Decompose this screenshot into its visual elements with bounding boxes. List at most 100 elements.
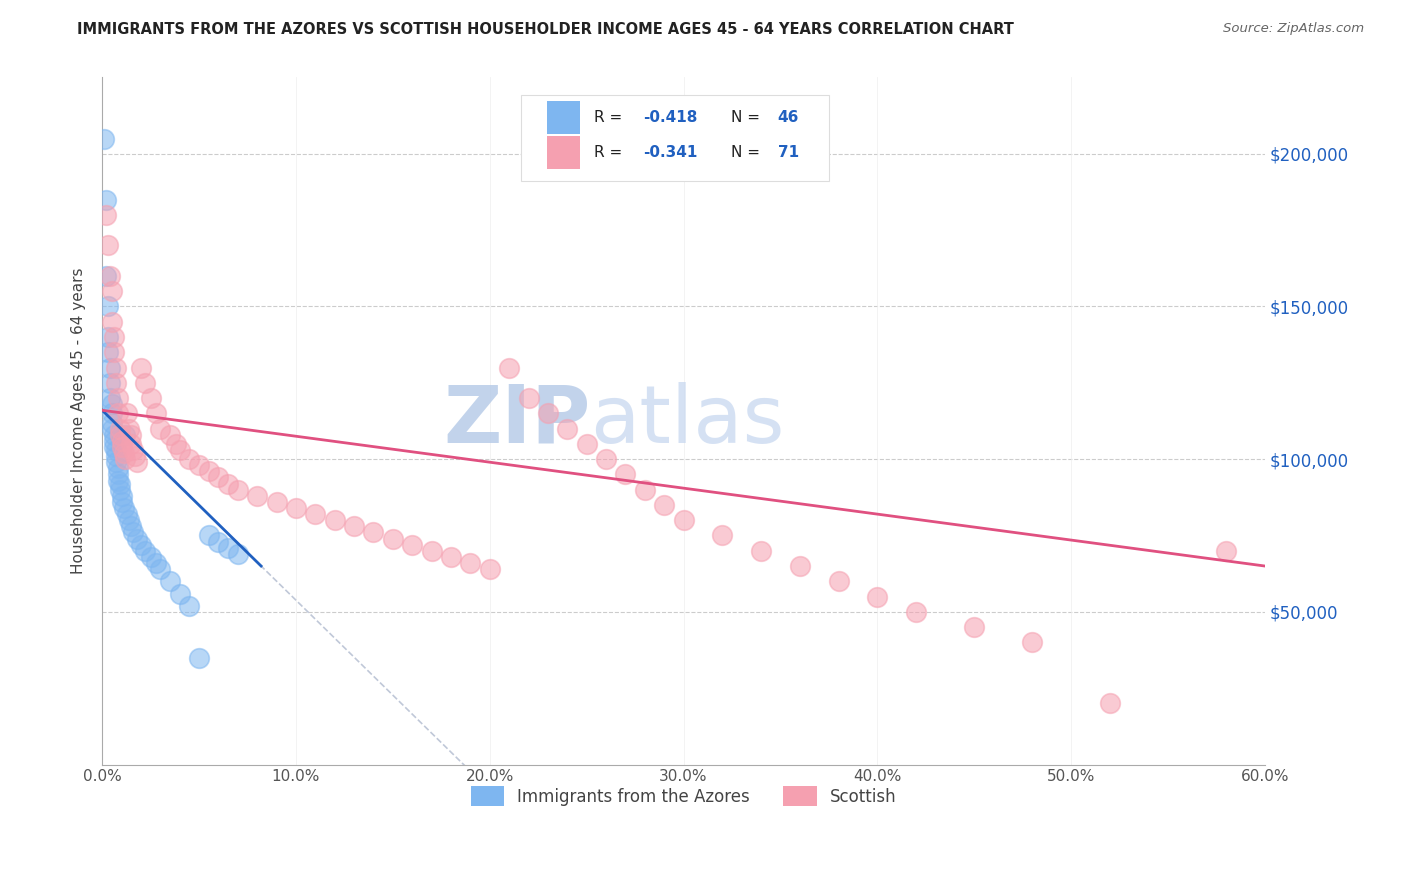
Point (101, 397, 124, 411)
Point (103, 440, 125, 454)
Point (101, 315, 124, 329)
Point (634, 483, 657, 497)
Point (304, 507, 326, 521)
Text: -0.418: -0.418 (643, 110, 697, 125)
Point (117, 406, 139, 420)
Point (110, 440, 132, 454)
Point (114, 427, 136, 442)
Point (98, 391, 121, 405)
Point (112, 446, 135, 460)
Point (266, 495, 288, 509)
Point (120, 427, 142, 442)
Point (129, 360, 152, 375)
Point (104, 442, 127, 457)
Point (112, 501, 135, 516)
Point (905, 605, 928, 619)
Point (381, 532, 404, 546)
Point (103, 427, 125, 442)
Point (188, 458, 211, 473)
Point (98, 268, 121, 283)
Point (1098, 697, 1121, 711)
Point (1215, 543, 1237, 558)
FancyBboxPatch shape (547, 136, 581, 169)
Point (98, 376, 121, 390)
Point (124, 449, 146, 463)
Point (117, 507, 139, 521)
Point (98, 360, 121, 375)
Text: IMMIGRANTS FROM THE AZORES VS SCOTTISH HOUSEHOLDER INCOME AGES 45 - 64 YEARS COR: IMMIGRANTS FROM THE AZORES VS SCOTTISH H… (77, 22, 1014, 37)
Text: N =: N = (731, 110, 765, 125)
Point (108, 483, 131, 497)
Point (104, 360, 127, 375)
Point (420, 543, 443, 558)
Point (614, 467, 637, 482)
Point (103, 434, 125, 448)
Point (866, 590, 889, 604)
Point (118, 513, 141, 527)
Point (108, 427, 131, 442)
Point (285, 501, 308, 516)
Text: R =: R = (593, 110, 627, 125)
Point (179, 452, 201, 467)
Point (107, 406, 129, 420)
Point (108, 476, 131, 491)
Point (108, 422, 131, 436)
Point (517, 391, 540, 405)
Point (120, 437, 142, 451)
Point (226, 547, 249, 561)
Point (120, 519, 142, 533)
Point (652, 498, 675, 512)
Point (555, 422, 578, 436)
Point (101, 406, 124, 420)
Text: -0.341: -0.341 (643, 145, 697, 161)
Point (1021, 635, 1043, 649)
Point (103, 330, 125, 344)
Text: atlas: atlas (591, 382, 785, 460)
Point (789, 559, 811, 574)
Point (101, 416, 124, 430)
Point (97, 238, 120, 252)
Point (226, 483, 249, 497)
Point (107, 391, 129, 405)
Point (323, 513, 346, 527)
Point (575, 437, 598, 451)
Point (97, 300, 120, 314)
Point (103, 345, 125, 359)
Point (537, 406, 560, 420)
Point (97, 330, 120, 344)
Point (127, 455, 149, 469)
Point (711, 528, 734, 542)
Point (145, 556, 167, 570)
Point (827, 574, 849, 589)
Point (110, 434, 132, 448)
Point (207, 470, 229, 484)
Point (94, 193, 117, 207)
Point (217, 476, 239, 491)
Point (122, 442, 145, 457)
Text: ZIP: ZIP (443, 382, 591, 460)
Point (93, 131, 115, 145)
Point (165, 437, 187, 451)
Point (101, 284, 124, 298)
Point (169, 442, 191, 457)
Point (129, 538, 152, 552)
Point (127, 532, 149, 546)
Point (145, 406, 167, 420)
Point (104, 376, 127, 390)
Point (110, 495, 132, 509)
Text: Source: ZipAtlas.com: Source: ZipAtlas.com (1223, 22, 1364, 36)
Text: 46: 46 (778, 110, 799, 125)
Point (246, 489, 269, 503)
Point (363, 525, 385, 540)
Point (217, 541, 239, 555)
Point (101, 422, 124, 436)
Point (498, 360, 520, 375)
Point (169, 586, 191, 600)
Point (122, 525, 145, 540)
Point (94, 268, 117, 283)
Point (159, 427, 181, 442)
Point (107, 467, 129, 482)
Point (188, 650, 211, 665)
Legend: Immigrants from the Azores, Scottish: Immigrants from the Azores, Scottish (463, 778, 905, 814)
Point (207, 534, 229, 549)
